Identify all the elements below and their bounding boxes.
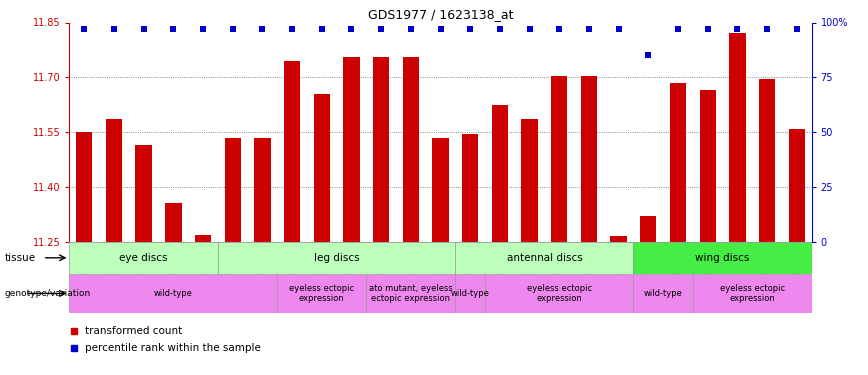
Text: eyeless ectopic
expression: eyeless ectopic expression <box>720 284 785 303</box>
Bar <box>522 119 538 242</box>
Bar <box>284 61 300 242</box>
Bar <box>729 33 746 242</box>
Bar <box>225 138 241 242</box>
Text: wild-type: wild-type <box>154 289 193 298</box>
Text: wild-type: wild-type <box>450 289 490 298</box>
Bar <box>373 57 390 242</box>
Bar <box>218 242 456 274</box>
Bar <box>194 235 211 242</box>
Text: leg discs: leg discs <box>314 253 359 263</box>
Title: GDS1977 / 1623138_at: GDS1977 / 1623138_at <box>368 8 513 21</box>
Text: percentile rank within the sample: percentile rank within the sample <box>84 343 260 352</box>
Bar <box>254 138 271 242</box>
Bar <box>634 274 693 313</box>
Text: wild-type: wild-type <box>644 289 682 298</box>
Bar <box>759 79 775 242</box>
Bar <box>69 274 277 313</box>
Bar <box>277 274 366 313</box>
Bar <box>634 242 812 274</box>
Bar <box>610 236 627 242</box>
Bar <box>693 274 812 313</box>
Bar <box>106 119 122 242</box>
Bar <box>76 132 93 242</box>
Text: antennal discs: antennal discs <box>507 253 582 263</box>
Text: eye discs: eye discs <box>120 253 168 263</box>
Text: eyeless ectopic
expression: eyeless ectopic expression <box>527 284 592 303</box>
Text: genotype/variation: genotype/variation <box>4 289 90 298</box>
Bar <box>581 75 597 242</box>
Bar <box>491 105 508 242</box>
Bar <box>403 57 419 242</box>
Bar <box>69 242 218 274</box>
Bar <box>670 83 687 242</box>
Bar <box>165 204 181 242</box>
Text: eyeless ectopic
expression: eyeless ectopic expression <box>289 284 354 303</box>
Bar <box>551 75 568 242</box>
Bar <box>485 274 634 313</box>
Text: wing discs: wing discs <box>695 253 750 263</box>
Bar <box>135 145 152 242</box>
Text: ato mutant, eyeless
ectopic expression: ato mutant, eyeless ectopic expression <box>369 284 453 303</box>
Bar <box>640 216 656 242</box>
Bar <box>700 90 716 242</box>
Text: tissue: tissue <box>4 253 36 263</box>
Bar <box>313 94 330 242</box>
Bar <box>432 138 449 242</box>
Bar <box>456 242 634 274</box>
Bar <box>366 274 456 313</box>
Bar <box>456 274 485 313</box>
Bar <box>788 129 805 242</box>
Bar <box>343 57 359 242</box>
Bar <box>462 134 478 242</box>
Text: transformed count: transformed count <box>84 326 182 336</box>
